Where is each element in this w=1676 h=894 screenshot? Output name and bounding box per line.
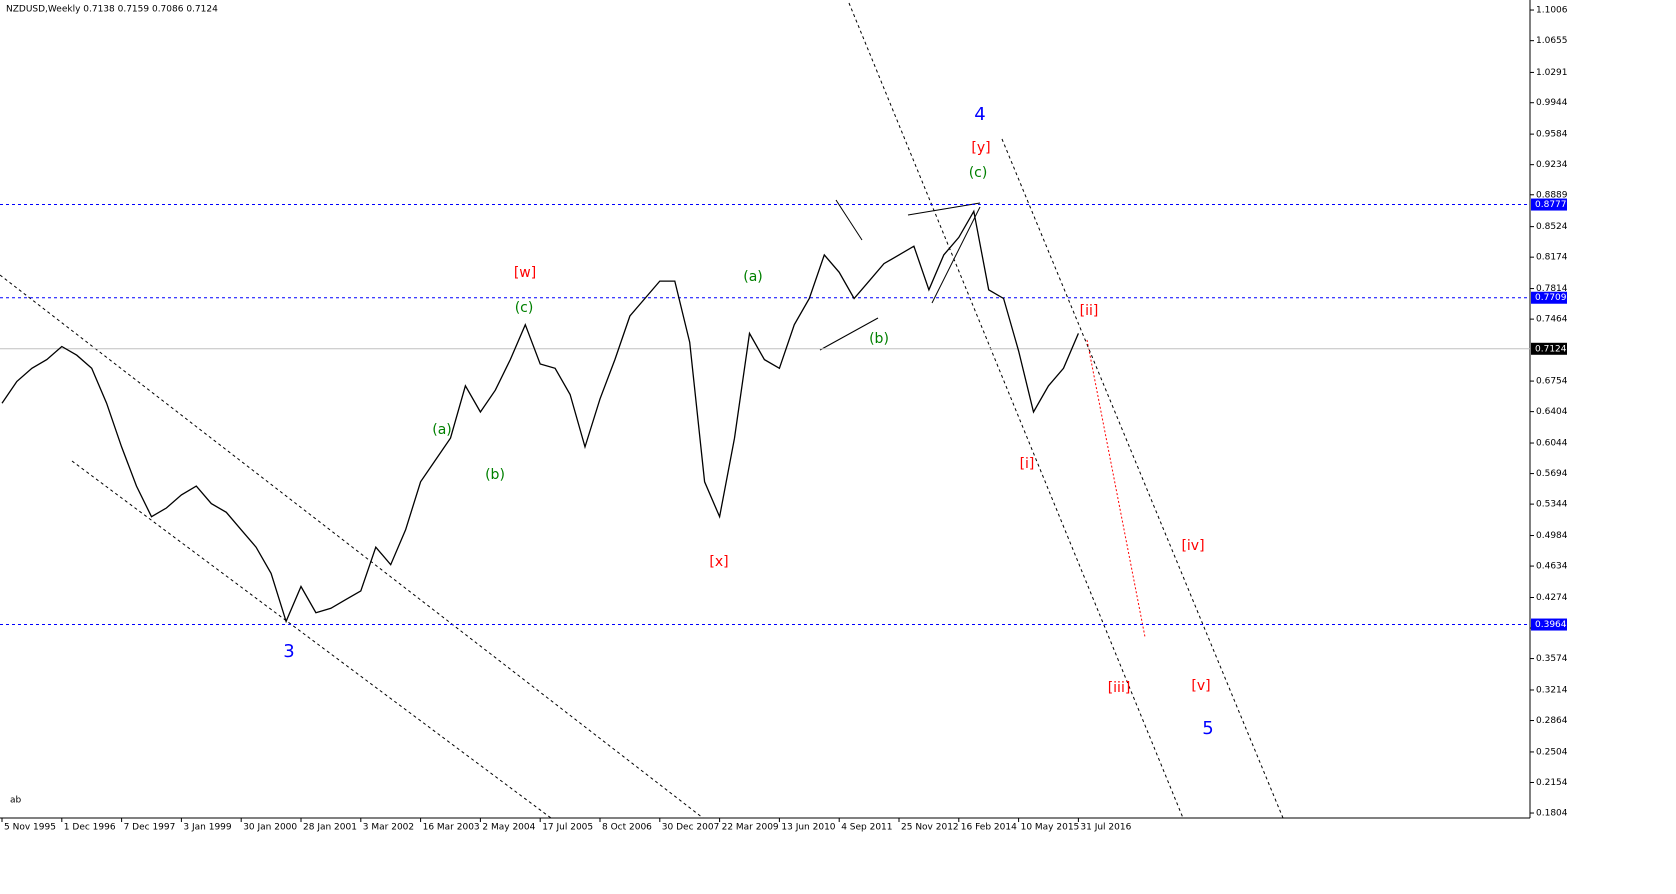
wave-label: 3 xyxy=(283,641,294,662)
y-tick-label: 0.1804 xyxy=(1536,809,1568,819)
x-tick-label: 17 Jul 2005 xyxy=(542,823,593,833)
x-tick-label: 30 Jan 2000 xyxy=(243,823,297,833)
chart-title: NZDUSD,Weekly 0.7138 0.7159 0.7086 0.712… xyxy=(6,5,218,15)
y-tick-label: 1.0291 xyxy=(1536,68,1568,78)
channel-line xyxy=(1001,138,1284,819)
channel-line xyxy=(0,274,704,819)
level-label: 0.8777 xyxy=(1535,200,1567,210)
y-tick-label: 0.8889 xyxy=(1536,190,1568,200)
y-tick-label: 0.7464 xyxy=(1536,315,1568,325)
y-tick-label: 0.8524 xyxy=(1536,222,1568,232)
y-tick-label: 0.9234 xyxy=(1536,160,1568,170)
x-tick-label: 10 May 2015 xyxy=(1021,823,1080,833)
level-label-box xyxy=(1531,198,1567,211)
x-tick-label: 3 Mar 2002 xyxy=(363,823,414,833)
x-tick-label: 2 May 2004 xyxy=(482,823,535,833)
y-tick-label: 0.7814 xyxy=(1536,284,1568,294)
wave-label: (b) xyxy=(485,467,505,483)
y-tick-label: 0.4634 xyxy=(1536,562,1568,572)
y-tick-label: 0.5344 xyxy=(1536,500,1568,510)
y-tick-label: 1.1006 xyxy=(1536,6,1568,16)
x-tick-label: 16 Mar 2003 xyxy=(423,823,480,833)
y-tick-label: 0.4274 xyxy=(1536,593,1568,603)
wave-label: [i] xyxy=(1020,456,1035,472)
trend-lines xyxy=(0,2,1284,819)
x-tick-label: 28 Jan 2001 xyxy=(303,823,357,833)
y-tick-label: 0.2864 xyxy=(1536,716,1568,726)
level-label-box xyxy=(1531,618,1567,631)
wave-label: (a) xyxy=(743,269,763,285)
y-tick-label: 0.2504 xyxy=(1536,747,1568,757)
wave-label: [w] xyxy=(514,265,536,281)
wave-label: (b) xyxy=(869,331,889,347)
last-price-box xyxy=(1531,342,1567,355)
level-label-box xyxy=(1531,291,1567,304)
wave-label: [v] xyxy=(1191,678,1210,694)
y-tick-label: 0.5694 xyxy=(1536,469,1568,479)
x-tick-label: 22 Mar 2009 xyxy=(722,823,779,833)
triangle-line xyxy=(931,206,981,304)
y-tick-label: 0.3574 xyxy=(1536,654,1568,664)
x-tick-label: 5 Nov 1995 xyxy=(4,823,56,833)
level-label: 0.7709 xyxy=(1535,293,1567,303)
y-tick-label: 0.9944 xyxy=(1536,98,1568,108)
triangle-line xyxy=(835,199,863,241)
wave-label: [y] xyxy=(971,140,990,156)
y-tick-label: 0.6044 xyxy=(1536,439,1568,449)
x-tick-label: 1 Dec 1996 xyxy=(64,823,116,833)
y-tick-label: 0.4984 xyxy=(1536,531,1568,541)
level-label: 0.3964 xyxy=(1535,620,1567,630)
x-tick-label: 13 Jun 2010 xyxy=(781,823,835,833)
y-tick-label: 0.2154 xyxy=(1536,778,1568,788)
x-tick-label: 8 Oct 2006 xyxy=(602,823,652,833)
y-tick-label: 0.6404 xyxy=(1536,407,1568,417)
x-tick-label: 3 Jan 1999 xyxy=(183,823,231,833)
wave-label: 4 xyxy=(974,104,985,125)
wave-label: (c) xyxy=(515,300,534,316)
channel-line xyxy=(848,2,1184,819)
wave-label: [iv] xyxy=(1181,538,1204,554)
y-tick-label: 0.9584 xyxy=(1536,130,1568,140)
last-price-label: 0.7124 xyxy=(1535,344,1567,354)
wave-label: [x] xyxy=(709,554,728,570)
wave-label: (a) xyxy=(432,422,452,438)
wave-label: [ii] xyxy=(1080,303,1099,319)
wave-label: [iii] xyxy=(1108,680,1131,696)
y-tick-label: 0.3214 xyxy=(1536,685,1568,695)
wave-label: 5 xyxy=(1202,718,1213,739)
y-tick-label: 0.8174 xyxy=(1536,253,1568,263)
y-tick-label: 0.6754 xyxy=(1536,377,1568,387)
projection-line xyxy=(1086,339,1146,638)
x-tick-label: 4 Sep 2011 xyxy=(841,823,892,833)
x-tick-label: 31 Jul 2016 xyxy=(1080,823,1131,833)
corner-text: ab xyxy=(10,796,22,806)
y-tick-label: 1.0655 xyxy=(1536,36,1568,46)
triangle-line xyxy=(819,317,879,351)
x-tick-label: 30 Dec 2007 xyxy=(662,823,720,833)
x-tick-label: 16 Feb 2014 xyxy=(961,823,1017,833)
x-tick-label: 25 Nov 2012 xyxy=(901,823,959,833)
x-tick-label: 7 Dec 1997 xyxy=(124,823,176,833)
wave-label: (c) xyxy=(969,165,988,181)
price-line xyxy=(1,209,1079,624)
